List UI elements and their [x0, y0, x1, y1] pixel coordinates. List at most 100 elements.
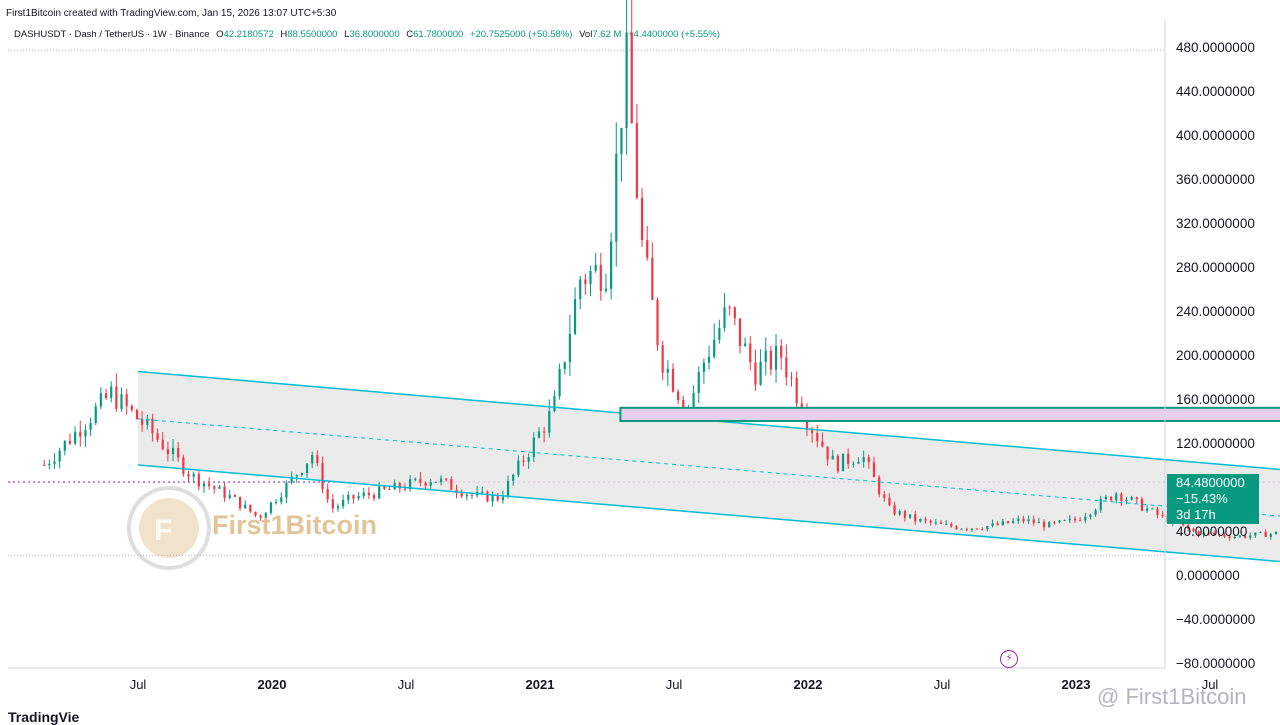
- price-tick-label: 400.0000000: [1176, 128, 1255, 143]
- candle-body: [280, 497, 283, 502]
- candle-body: [986, 526, 989, 530]
- candle-body: [888, 497, 891, 506]
- candle-body: [666, 368, 669, 373]
- candle-body: [177, 447, 180, 458]
- candle-body: [367, 492, 370, 496]
- candle-body: [914, 514, 917, 522]
- candle-body: [347, 494, 350, 500]
- candle-body: [1084, 516, 1087, 521]
- candle-body: [996, 523, 999, 526]
- candle-body: [512, 474, 515, 481]
- candle-body: [950, 523, 953, 527]
- lightning-bolt-icon[interactable]: ⚡: [1000, 650, 1018, 668]
- high-label: H: [280, 29, 288, 40]
- symbol-title[interactable]: DASHUSDT · Dash / TetherUS · 1W · Binanc…: [14, 29, 210, 40]
- candle-body: [759, 361, 762, 385]
- candle-body: [1068, 518, 1071, 521]
- candle-body: [254, 511, 257, 516]
- channel-lower-line: [137, 464, 1280, 563]
- candle-body: [321, 463, 324, 490]
- time-tick-label: 2022: [794, 677, 823, 692]
- candle-body: [151, 418, 154, 434]
- candle-body: [192, 473, 195, 477]
- candle-body: [372, 495, 376, 499]
- candle-body: [857, 462, 860, 464]
- candle-body: [74, 431, 77, 444]
- candle-body: [1192, 528, 1195, 532]
- time-tick-label: Jul: [934, 677, 951, 692]
- candle-body: [295, 475, 298, 477]
- candle-body: [883, 494, 886, 498]
- candle-body: [522, 460, 525, 462]
- candle-body: [68, 440, 72, 444]
- candle-body: [1218, 534, 1221, 536]
- candle-body: [171, 447, 175, 455]
- candle-body: [409, 479, 412, 490]
- candle-body: [84, 429, 87, 437]
- candle-body: [89, 422, 92, 430]
- current-price-badge: 84.4800000 −15.43% 3d 17h: [1167, 474, 1259, 524]
- candle-body: [1120, 493, 1123, 501]
- candle-body: [316, 455, 319, 464]
- candle-body: [1202, 532, 1205, 536]
- candle-body: [53, 461, 56, 464]
- candle-body: [981, 529, 984, 531]
- volume-change: +4.4400000 (+5.55%): [628, 29, 720, 40]
- candle-body: [414, 478, 417, 480]
- candle-body: [537, 431, 541, 438]
- candle-body: [197, 473, 200, 487]
- candle-body: [465, 494, 468, 497]
- candle-body: [1161, 514, 1164, 516]
- candle-body: [1094, 510, 1097, 515]
- close-label: C: [406, 29, 414, 40]
- price-tick-label: 0.0000000: [1176, 568, 1240, 583]
- candle-body: [1079, 520, 1082, 522]
- candle-body: [744, 343, 747, 347]
- candle-body: [584, 279, 587, 284]
- candle-body: [898, 511, 901, 515]
- candle-body: [238, 496, 242, 509]
- candle-body: [218, 486, 221, 489]
- candles-layer: [43, 0, 1278, 541]
- candle-body: [919, 519, 922, 522]
- candle-body: [651, 257, 654, 300]
- drawings-layer: [137, 370, 1280, 563]
- price-tick-label: 200.0000000: [1176, 348, 1255, 363]
- high-value: 88.5500000: [287, 29, 338, 40]
- channel-fill: [138, 371, 1280, 562]
- candle-body: [1187, 525, 1190, 529]
- candle-body: [1197, 531, 1200, 536]
- time-tick-label: 2023: [1062, 677, 1091, 692]
- candle-body: [439, 478, 443, 482]
- candle-body: [130, 405, 133, 410]
- candle-body: [331, 499, 334, 509]
- candle-body: [599, 264, 602, 291]
- candle-body: [1104, 496, 1107, 500]
- watermark-logo: F: [127, 486, 211, 570]
- price-tick-label: 320.0000000: [1176, 216, 1255, 231]
- candle-body: [821, 441, 824, 447]
- candle-body: [738, 318, 742, 347]
- candle-body: [1006, 521, 1010, 524]
- candle-body: [275, 501, 278, 503]
- candle-body: [63, 440, 66, 451]
- candle-body: [1233, 536, 1236, 539]
- candle-body: [424, 482, 427, 486]
- candle-body: [1063, 520, 1066, 522]
- candle-body: [841, 453, 845, 472]
- candle-body: [187, 474, 190, 477]
- candle-body: [403, 488, 407, 490]
- chart-background-layer: [8, 49, 1280, 562]
- price-tick-label: 160.0000000: [1176, 392, 1255, 407]
- candle-body: [836, 455, 839, 472]
- candle-body: [213, 486, 216, 489]
- time-tick-label: Jul: [666, 677, 683, 692]
- candle-body: [1109, 496, 1113, 501]
- candle-body: [615, 153, 618, 242]
- candle-body: [604, 288, 608, 291]
- candle-body: [934, 522, 937, 524]
- candle-body: [965, 528, 968, 530]
- candle-body: [764, 350, 767, 362]
- open-label: O: [216, 29, 224, 40]
